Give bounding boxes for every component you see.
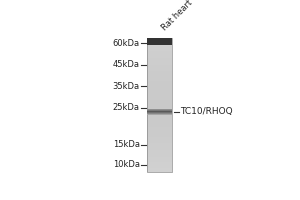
Bar [147,63,172,65]
Bar [147,55,172,56]
Text: Rat heart: Rat heart [160,0,194,32]
Text: 60kDa: 60kDa [113,39,140,48]
Bar [147,66,172,68]
Bar [147,114,172,115]
Bar [147,142,172,143]
Text: TC10/RHOQ: TC10/RHOQ [181,107,233,116]
Bar [147,38,172,40]
Bar [147,46,172,48]
Bar [147,110,172,111]
Bar [147,155,172,157]
Bar [147,162,172,163]
Bar [147,90,172,91]
Bar [147,48,172,50]
Bar [147,123,172,125]
Bar [147,167,172,168]
Bar [147,76,172,78]
Bar [147,153,172,155]
Bar [147,160,172,162]
Bar [147,98,172,100]
Bar [147,109,172,110]
Bar [147,71,172,73]
Bar [147,85,172,86]
Bar [147,80,172,81]
Bar [147,86,172,88]
Bar [147,165,172,167]
Bar [147,70,172,71]
Bar [147,50,172,51]
Bar [147,81,172,83]
Bar [147,103,172,105]
Bar [147,112,172,113]
Bar [147,95,172,96]
Bar [147,88,172,90]
Bar [147,61,172,63]
Bar [147,163,172,165]
Bar [147,83,172,85]
Bar [147,108,172,110]
Bar [147,107,172,108]
Bar [147,157,172,158]
Bar [147,145,172,147]
Bar [147,137,172,138]
Bar [147,110,172,112]
Bar [147,127,172,128]
Bar [147,96,172,98]
Bar [147,143,172,145]
Text: 15kDa: 15kDa [113,140,140,149]
Bar [147,128,172,130]
Text: 45kDa: 45kDa [113,60,140,69]
Bar [147,40,172,41]
Bar [147,60,172,61]
Bar [147,41,172,43]
Bar [147,168,172,170]
Bar [147,138,172,140]
Bar [147,158,172,160]
Bar [147,122,172,123]
Bar [147,102,172,103]
Bar [147,43,172,45]
Bar [147,125,172,127]
Bar [147,93,172,95]
Bar [147,45,172,46]
Bar [147,133,172,135]
Text: 10kDa: 10kDa [113,160,140,169]
Bar [147,140,172,142]
Bar [147,56,172,58]
Bar [147,68,172,70]
Bar [147,117,172,118]
Bar [147,91,172,93]
Bar [147,147,172,148]
Bar [147,75,172,76]
Bar [147,100,172,102]
Bar [147,130,172,132]
Bar [147,170,172,172]
Bar [147,135,172,137]
Bar [147,58,172,60]
Bar [147,113,172,115]
Bar [147,78,172,80]
Text: 25kDa: 25kDa [113,103,140,112]
Bar [147,111,172,112]
Bar [147,150,172,152]
Bar [147,51,172,53]
Bar [147,148,172,150]
Bar [147,118,172,120]
Bar [147,105,172,107]
Bar [147,120,172,122]
Bar [147,132,172,133]
Bar [147,115,172,117]
Bar [147,113,172,114]
Bar [147,152,172,153]
Text: 35kDa: 35kDa [113,82,140,91]
Bar [147,53,172,55]
Bar [147,73,172,75]
Bar [147,38,172,45]
Bar [147,112,172,113]
Bar [147,65,172,66]
